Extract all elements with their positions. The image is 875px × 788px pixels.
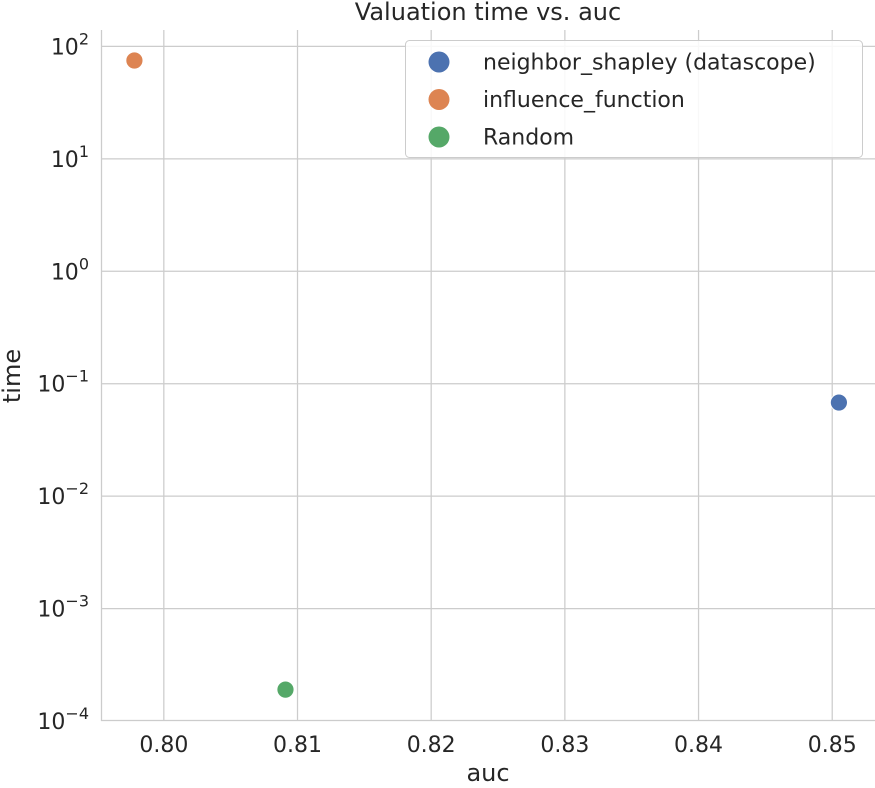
y-tick-exponent: 0 — [79, 254, 89, 273]
chart-title: Valuation time vs. auc — [355, 0, 621, 26]
y-tick-label: 10−2 — [37, 479, 89, 510]
legend-marker — [428, 126, 450, 148]
legend-label: neighbor_shapley (datascope) — [483, 51, 816, 76]
x-tick-label: 0.84 — [674, 733, 723, 758]
x-tick-label: 0.81 — [273, 733, 322, 758]
y-tick-label: 100 — [51, 254, 89, 285]
y-tick-exponent: −2 — [65, 479, 89, 498]
x-tick-label: 0.85 — [808, 733, 857, 758]
x-tick-label: 0.83 — [540, 733, 589, 758]
y-tick-exponent: 1 — [79, 142, 89, 161]
legend-label: influence_function — [483, 88, 685, 113]
y-axis-label: time — [0, 349, 26, 403]
legend-marker — [428, 51, 450, 73]
y-tick-label: 10−1 — [37, 367, 89, 398]
data-points — [125, 51, 848, 699]
y-tick-label: 10−3 — [37, 592, 89, 623]
y-tick-label: 10−4 — [37, 704, 89, 735]
legend-marker — [428, 89, 450, 110]
y-tick-base: 10 — [37, 373, 65, 398]
y-tick-base: 10 — [37, 710, 65, 735]
y-tick-base: 10 — [37, 598, 65, 623]
y-tick-label: 102 — [51, 29, 89, 60]
y-tick-exponent: −3 — [65, 592, 89, 611]
y-tick-base: 10 — [51, 148, 79, 173]
axes — [100, 30, 875, 722]
legend-box — [405, 40, 863, 158]
x-axis-label: auc — [466, 759, 509, 787]
y-tick-exponent: −4 — [65, 704, 89, 723]
y-tick-label: 101 — [51, 142, 89, 173]
x-tick-label: 0.80 — [139, 733, 188, 758]
legend-label: Random — [483, 126, 574, 151]
y-tick-exponent: −1 — [65, 367, 89, 386]
data-point — [276, 680, 295, 699]
legend: neighbor_shapley (datascope) influence_fu… — [405, 40, 863, 158]
x-tick-label: 0.82 — [407, 733, 456, 758]
y-tick-base: 10 — [37, 485, 65, 510]
y-tick-exponent: 2 — [79, 29, 89, 48]
data-point — [830, 393, 848, 412]
x-tick-labels: 0.80 0.81 0.82 0.83 0.84 0.85 — [139, 733, 856, 758]
data-point — [125, 51, 144, 70]
y-tick-base: 10 — [51, 35, 79, 60]
y-tick-base: 10 — [51, 260, 79, 285]
